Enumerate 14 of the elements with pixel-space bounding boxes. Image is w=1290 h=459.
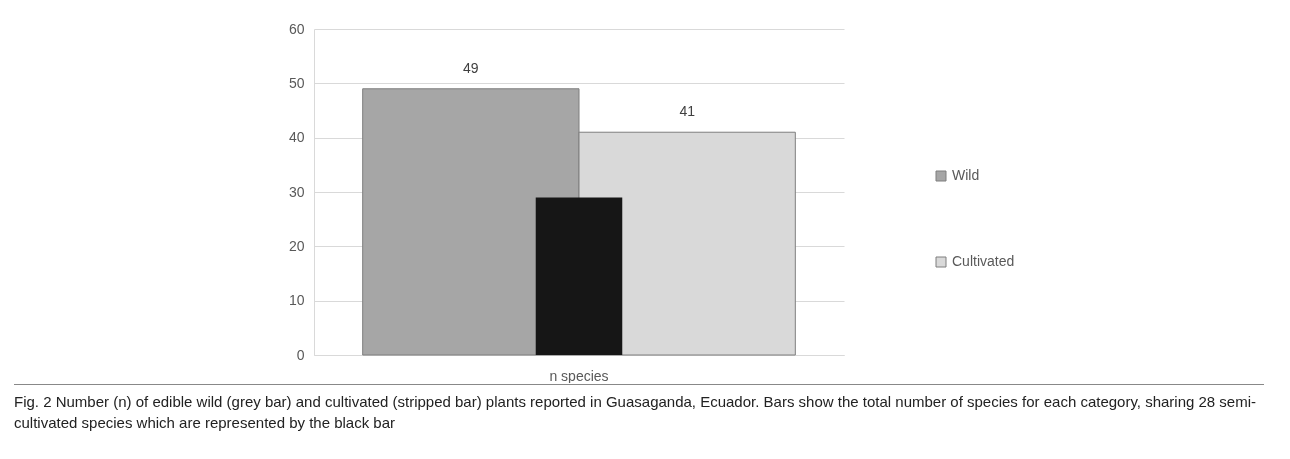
y-tick-label: 50 [288,74,305,91]
x-tick-label: n species [549,367,609,384]
y-tick-label: 30 [288,183,305,200]
legend-label: Cultivated [952,253,1015,269]
y-tick-label: 20 [288,237,305,254]
y-tick-label: 40 [288,129,305,146]
y-tick-label: 60 [288,20,305,37]
y-tick-label: 0 [296,346,305,363]
legend-label: Wild [952,167,980,183]
data-label: 41 [679,103,696,120]
data-label: 49 [463,59,479,76]
bar [535,197,623,355]
caption: Fig. 2 Number (n) of edible wild (grey bar) and cultivated (stripped bar) plants reported in Guasaganda, Ecuador. Bars show the total number of species for each category, sharing 28 semi-cultivated species which are represented by the black bar [14,392,1258,433]
y-tick-label: 10 [288,292,305,309]
